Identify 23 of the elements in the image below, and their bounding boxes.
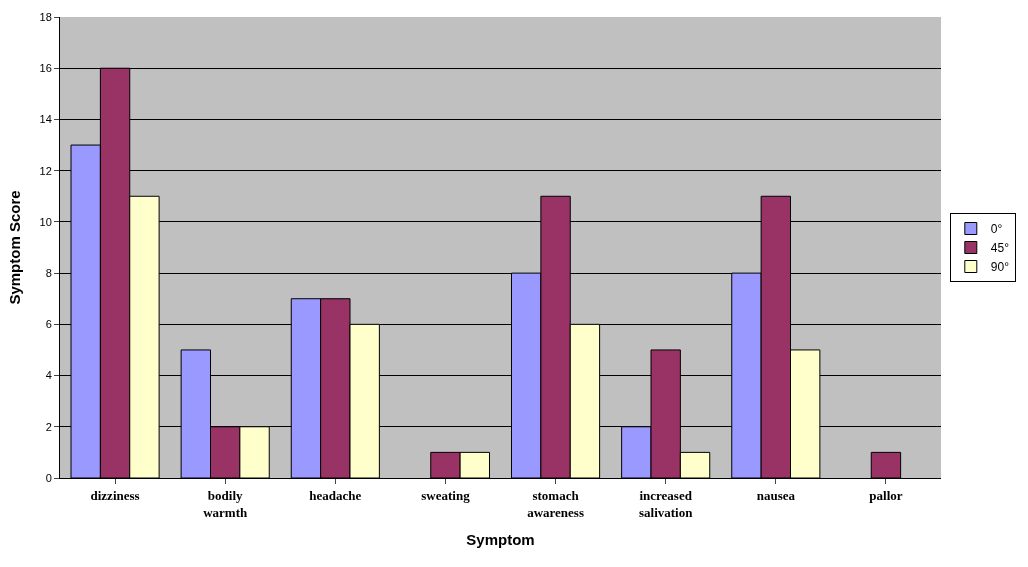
x-tick-label: stomach awareness bbox=[527, 487, 584, 520]
y-tick-label: 6 bbox=[45, 318, 52, 331]
x-tick-label: pallor bbox=[869, 487, 903, 503]
x-axis-title: Symptom bbox=[466, 530, 535, 548]
x-tick-label: headache bbox=[309, 487, 362, 503]
y-tick-label: 10 bbox=[39, 215, 52, 228]
y-tick-label: 4 bbox=[45, 369, 52, 382]
y-tick-label: 16 bbox=[39, 62, 52, 75]
x-tick-label: sweating bbox=[421, 487, 471, 503]
y-tick-label: 2 bbox=[45, 420, 52, 433]
y-tick-label: 12 bbox=[39, 164, 52, 177]
x-tick-label: bodily warmth bbox=[203, 487, 248, 520]
legend-label: 0° bbox=[990, 222, 1003, 237]
legend-label: 45° bbox=[990, 241, 1010, 256]
x-tick-label: nausea bbox=[756, 487, 796, 503]
y-tick-label: 14 bbox=[39, 113, 52, 126]
y-tick-label: 18 bbox=[39, 10, 52, 23]
y-axis-title: Symptom Score bbox=[5, 190, 23, 305]
y-tick-label: 8 bbox=[45, 266, 52, 279]
y-tick-label: 0 bbox=[45, 471, 52, 484]
legend-label: 90° bbox=[990, 260, 1010, 275]
x-tick-label: dizziness bbox=[90, 487, 140, 503]
x-tick-label: increased salivation bbox=[638, 487, 694, 520]
